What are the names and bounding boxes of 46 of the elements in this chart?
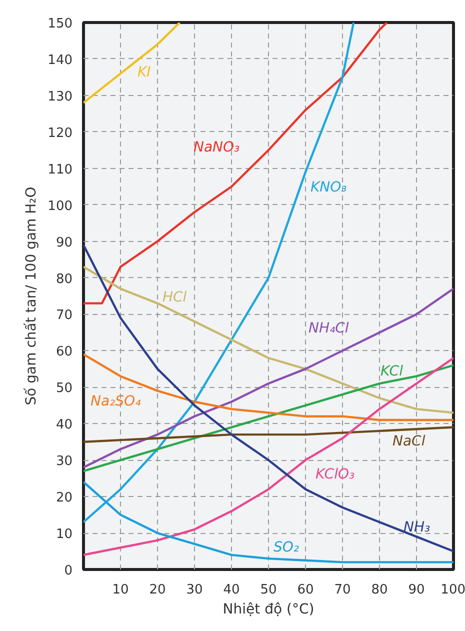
- y-tick-label: 0: [64, 564, 73, 578]
- y-tick-label: 60: [56, 344, 73, 360]
- x-axis-title: Nhiệt độ (°C): [222, 602, 314, 618]
- x-tick-label: 30: [186, 582, 203, 598]
- line-series: [84, 244, 454, 552]
- y-tick-label: 40: [56, 418, 73, 433]
- y-tick-label: 150: [48, 16, 73, 32]
- line-series: [84, 266, 454, 414]
- y-tick-label: 120: [48, 126, 73, 141]
- x-tick-label: 80: [371, 582, 388, 598]
- y-tick-label: 50: [56, 381, 73, 396]
- x-tick-label: 100: [440, 582, 465, 598]
- line-series: [84, 22, 388, 304]
- series-label: KClO₃: [316, 466, 355, 482]
- x-tick-label: 60: [297, 582, 314, 598]
- series-label: NaNO₃: [194, 140, 240, 156]
- line-series: [84, 356, 454, 556]
- y-tick-label: 110: [48, 162, 73, 178]
- line-series: [84, 288, 454, 468]
- series-label: Na₂SO₄: [90, 394, 142, 410]
- y-tick-label: 100: [48, 198, 73, 214]
- y-tick-label: 140: [48, 52, 73, 68]
- y-tick-label: 20: [56, 490, 73, 506]
- series-label: KCl: [380, 364, 404, 380]
- y-tick-label: 10: [56, 527, 73, 542]
- line-series: [84, 353, 454, 422]
- x-tick-label: 50: [260, 582, 277, 598]
- series-label: NaCl: [392, 434, 426, 450]
- y-tick-label: 70: [56, 308, 73, 324]
- series-label: NH₄Cl: [308, 320, 349, 336]
- y-axis-title: Số gam chất tan/ 100 gam H₂O: [24, 186, 40, 406]
- x-tick-label: 90: [408, 582, 425, 598]
- x-tick-label: 10: [112, 582, 129, 598]
- y-tick-label: 30: [56, 454, 73, 470]
- line-series: [84, 22, 181, 104]
- series-label: SO₂: [274, 540, 300, 556]
- y-tick-label: 90: [56, 235, 73, 250]
- y-tick-label: 130: [48, 89, 73, 104]
- series-label: NH₃: [404, 520, 430, 536]
- x-tick-label: 40: [223, 582, 240, 598]
- y-tick-label: 80: [56, 272, 73, 287]
- series-label: HCl: [162, 290, 187, 306]
- series-label: KI: [138, 64, 151, 80]
- series-label: KNO₃: [310, 180, 348, 196]
- x-tick-label: 70: [334, 582, 351, 598]
- x-tick-label: 20: [149, 582, 166, 598]
